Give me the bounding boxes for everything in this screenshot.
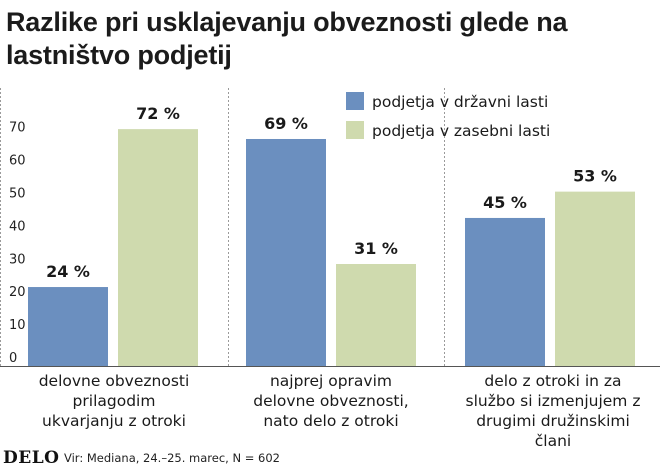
category-label-line: drugimi družinskimi [476, 412, 630, 430]
category-label-line: prilagodim [73, 392, 156, 410]
y-tick-label-0: 0 [9, 351, 17, 366]
category-label-line: delo z otroki in za [484, 372, 621, 390]
source-note: Vir: Mediana, 24.–25. marec, N = 602 [64, 451, 280, 465]
bar-state-2 [465, 217, 545, 366]
y-tick-label-40: 40 [9, 219, 26, 234]
category-label-line: člani [535, 432, 571, 446]
y-tick-label-10: 10 [9, 318, 26, 333]
bar-private-0 [118, 129, 198, 366]
y-tick-label-30: 30 [9, 252, 26, 267]
bar-state-1 [246, 138, 326, 366]
data-label-private-0: 72 % [136, 104, 180, 123]
bar-private-1 [336, 264, 416, 366]
y-tick-label-50: 50 [9, 187, 26, 202]
delo-logo: DELO [3, 448, 60, 468]
category-label-line: nato delo z otroki [263, 412, 398, 430]
chart-title: Razlike pri usklajevanju obveznosti gled… [6, 7, 568, 70]
bar-chart: 0 10 20 30 40 50 60 70 24 % 69 % 45 % 72 % 31 % 53 % d… [0, 88, 660, 446]
category-label-line: službo si izmenjujem z [466, 392, 641, 410]
legend-swatch-state [346, 92, 364, 110]
category-label-line: ukvarjanju z otroki [42, 412, 186, 430]
category-label-line: delovne obveznosti [39, 372, 190, 390]
y-tick-label-70: 70 [9, 121, 26, 136]
bar-state-0 [28, 287, 108, 366]
bar-private-2 [555, 191, 635, 366]
data-label-state-1: 69 % [264, 114, 308, 133]
category-label-line: delovne obveznosti, [253, 392, 408, 410]
y-tick-label-60: 60 [9, 154, 26, 169]
category-label-2: delo z otroki in za službo si izmenjujem … [466, 372, 641, 446]
legend-label-state: podjetja v državni lasti [372, 93, 548, 111]
data-label-private-2: 53 % [573, 167, 617, 186]
category-label-0: delovne obveznosti prilagodim ukvarjanju z… [39, 372, 190, 430]
data-label-private-1: 31 % [354, 239, 398, 258]
legend-label-private: podjetja v zasebni lasti [372, 122, 550, 140]
data-label-state-0: 24 % [46, 262, 90, 281]
data-label-state-2: 45 % [483, 193, 527, 212]
y-tick-label-20: 20 [9, 285, 26, 300]
footer: DELO Vir: Mediana, 24.–25. marec, N = 60… [0, 446, 660, 470]
legend-swatch-private [346, 121, 364, 139]
category-label-1: najprej opravim delovne obveznosti, nato d… [253, 372, 408, 430]
category-label-line: najprej opravim [270, 372, 392, 390]
